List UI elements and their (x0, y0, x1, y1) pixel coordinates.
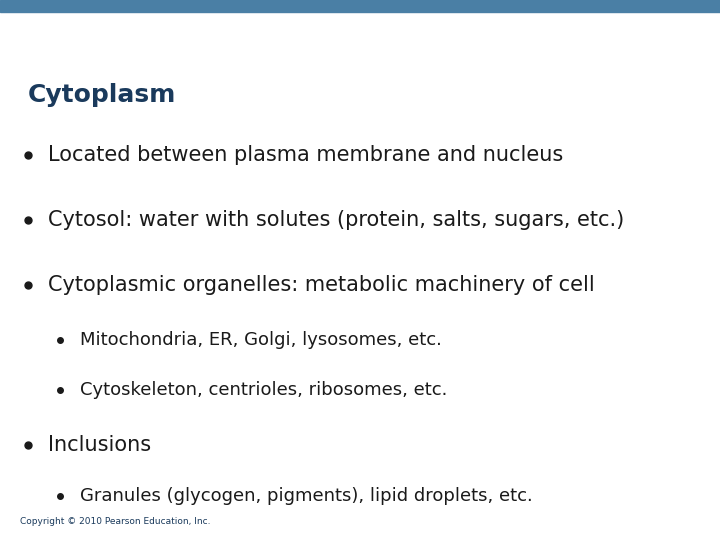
Bar (0, 0, 720, 12)
Text: Located between plasma membrane and nucleus: Located between plasma membrane and nucl… (48, 145, 563, 165)
Text: Granules (glycogen, pigments), lipid droplets, etc.: Granules (glycogen, pigments), lipid dro… (80, 487, 533, 505)
Text: Copyright © 2010 Pearson Education, Inc.: Copyright © 2010 Pearson Education, Inc. (20, 517, 210, 526)
Text: Cytoplasmic organelles: metabolic machinery of cell: Cytoplasmic organelles: metabolic machin… (48, 275, 595, 295)
Text: Mitochondria, ER, Golgi, lysosomes, etc.: Mitochondria, ER, Golgi, lysosomes, etc. (80, 331, 442, 349)
Text: Cytoskeleton, centrioles, ribosomes, etc.: Cytoskeleton, centrioles, ribosomes, etc… (80, 381, 447, 399)
Text: Cytosol: water with solutes (protein, salts, sugars, etc.): Cytosol: water with solutes (protein, sa… (48, 210, 624, 230)
Text: Cytoplasm: Cytoplasm (28, 83, 176, 107)
Text: Inclusions: Inclusions (48, 435, 151, 455)
